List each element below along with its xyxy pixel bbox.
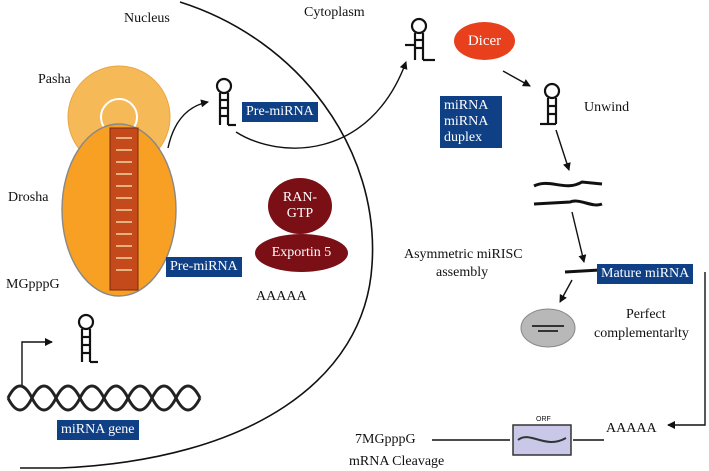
pri-mirna-hairpin-icon	[77, 313, 98, 364]
arrow-duplex-to-mature	[571, 211, 587, 263]
arrow-export-to-dicer	[235, 61, 408, 149]
mirna-duplex-icon	[533, 180, 603, 207]
arrow-gene-to-hairpin	[21, 338, 53, 385]
pre-mirna-box-drosha: Pre-miRNA	[166, 257, 242, 277]
ran-gtp-label-line1: RAN-	[282, 190, 318, 205]
mirna-gene-box: miRNA gene	[57, 420, 139, 440]
mgpppg-label: MGpppG	[6, 277, 60, 292]
risc-target-complex	[520, 308, 576, 348]
nucleus-label: Nucleus	[124, 11, 170, 26]
dna-helix-icon	[6, 384, 202, 412]
mature-mirna-strand	[564, 268, 601, 274]
mirna-duplex-box: miRNA miRNA duplex	[440, 96, 502, 148]
exportin-5-protein: Exportin 5	[255, 234, 348, 272]
exportin-5-label: Exportin 5	[271, 245, 332, 260]
mrna-cleavage-label: mRNA Cleavage	[349, 454, 445, 469]
drosha-label: Drosha	[8, 190, 49, 205]
dicer-bound-hairpin-icon	[405, 17, 435, 62]
perfect-label-line1: Perfect	[626, 307, 666, 322]
unwind-hairpin-icon	[540, 82, 561, 126]
asymmetric-label-line2: assembly	[436, 265, 489, 280]
drosha-protein	[61, 123, 177, 297]
pre-mirna-hairpin-icon	[215, 77, 236, 127]
aaaaa-label-cytoplasm: AAAAA	[606, 421, 657, 436]
aaaaa-label-nucleus: AAAAA	[256, 289, 307, 304]
ran-gtp-protein: RAN- GTP	[268, 178, 332, 234]
nuclear-membrane	[20, 1, 374, 469]
asymmetric-label-line1: Asymmetric miRISC	[404, 247, 523, 262]
mature-mirna-box: Mature miRNA	[597, 264, 694, 284]
orf-mrna-icon: ORF	[512, 416, 572, 456]
arrow-mature-to-risc	[559, 279, 573, 303]
cytoplasm-label: Cytoplasm	[304, 5, 365, 20]
unwind-label: Unwind	[584, 100, 630, 115]
duplex-line3: duplex	[444, 130, 483, 145]
svg-text:ORF: ORF	[536, 416, 551, 423]
arrow-dicer-to-unwind	[502, 70, 531, 87]
ran-gtp-label-line2: GTP	[286, 206, 314, 221]
arrow-mature-to-mrna	[667, 272, 706, 429]
dicer-label: Dicer	[467, 32, 502, 49]
arrow-unwind-to-duplex	[555, 129, 571, 171]
7mgpppg-label: 7MGpppG	[355, 432, 416, 447]
duplex-line1: miRNA	[444, 98, 489, 113]
pasha-label: Pasha	[38, 72, 71, 87]
pre-mirna-box-top: Pre-miRNA	[242, 102, 318, 122]
dicer-protein: Dicer	[454, 22, 515, 60]
duplex-line2: miRNA	[444, 114, 489, 129]
perfect-label-line2: complementarlty	[594, 326, 689, 341]
arrow-drosha-to-premirna	[167, 99, 209, 149]
